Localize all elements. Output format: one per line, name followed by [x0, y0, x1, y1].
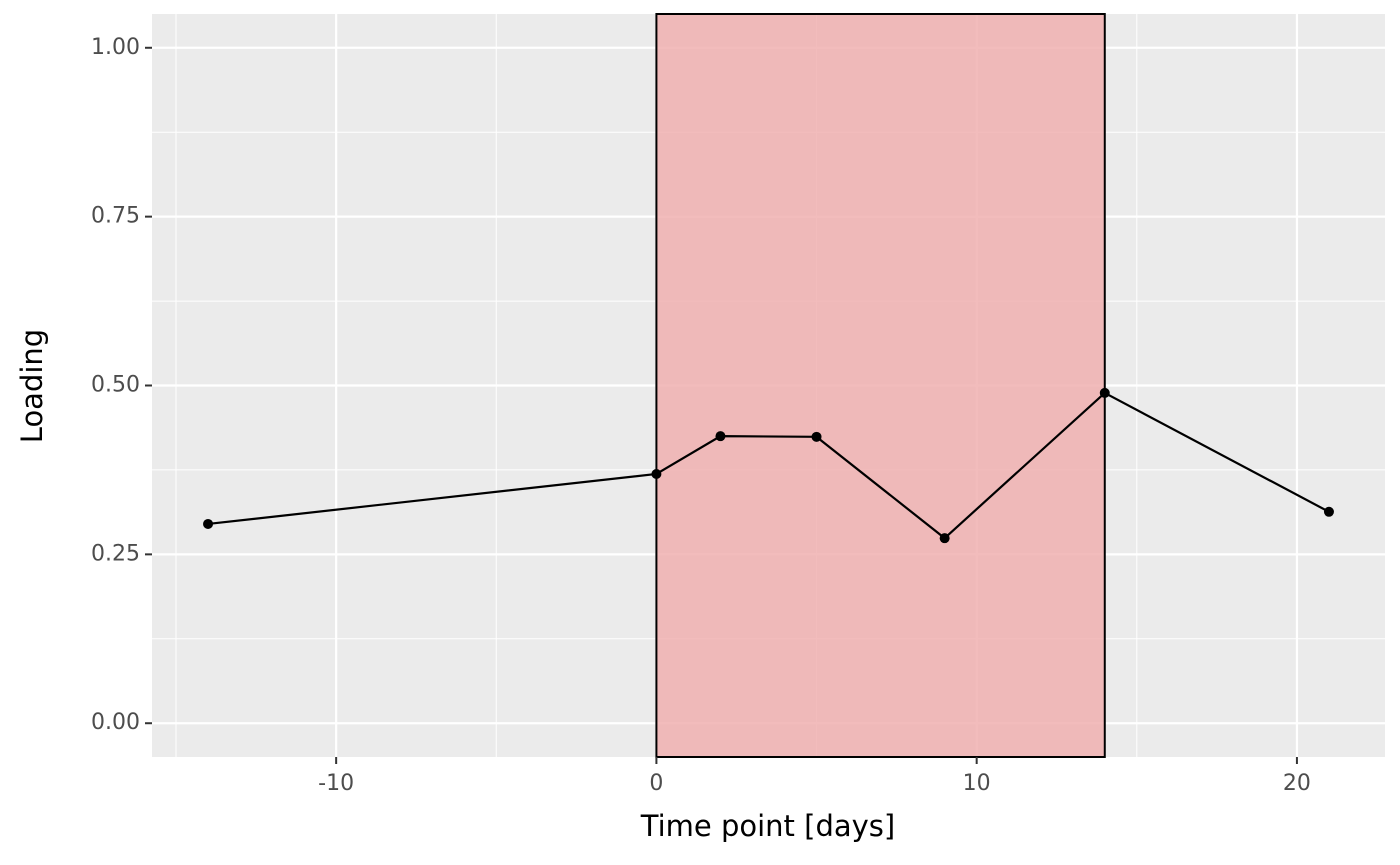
y-tick-label: 0.25	[91, 541, 140, 566]
point	[1099, 387, 1110, 398]
point	[715, 431, 726, 442]
point	[203, 518, 214, 529]
y-tick-label: 0.50	[91, 373, 140, 398]
y-tick-label: 1.00	[91, 35, 140, 60]
y-axis-title: Loading	[15, 329, 49, 443]
y-tick-label: 0.75	[91, 204, 140, 229]
x-tick-label: 10	[963, 771, 991, 796]
x-tick-label: 0	[649, 771, 663, 796]
x-tick-label: 20	[1283, 771, 1311, 796]
point	[1323, 506, 1334, 517]
marks	[203, 13, 1334, 758]
x-tick-label: -10	[318, 771, 354, 796]
point	[939, 533, 950, 544]
point	[651, 468, 662, 479]
highlight-region	[655, 13, 1106, 758]
point	[811, 431, 822, 442]
x-axis-title: Time point [days]	[640, 809, 895, 843]
y-tick-label: 0.00	[91, 710, 140, 735]
